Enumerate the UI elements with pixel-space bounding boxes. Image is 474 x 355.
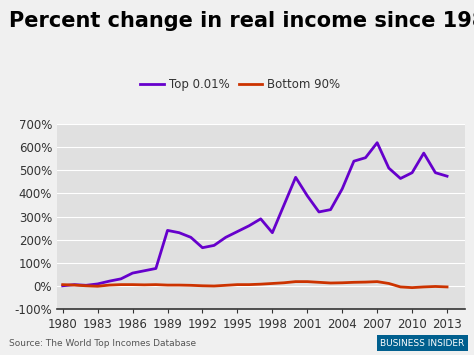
Text: Percent change in real income since 1980: Percent change in real income since 1980: [9, 11, 474, 31]
Text: Source: The World Top Incomes Database: Source: The World Top Incomes Database: [9, 339, 197, 348]
Text: BUSINESS INSIDER: BUSINESS INSIDER: [380, 339, 465, 348]
Legend: Top 0.01%, Bottom 90%: Top 0.01%, Bottom 90%: [140, 78, 340, 92]
